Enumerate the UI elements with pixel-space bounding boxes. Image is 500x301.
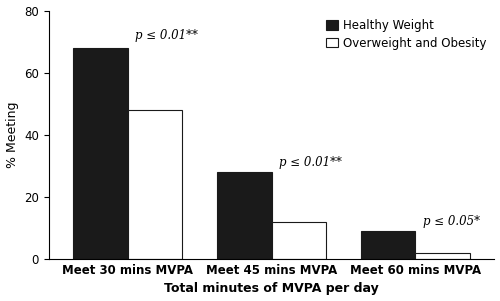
Bar [416, 253, 470, 259]
Text: p ≤ 0.01**: p ≤ 0.01** [279, 156, 342, 169]
Y-axis label: % Meeting: % Meeting [6, 101, 18, 168]
Bar [360, 231, 416, 259]
X-axis label: Total minutes of MVPA per day: Total minutes of MVPA per day [164, 282, 379, 296]
Bar [272, 222, 326, 259]
Bar [217, 172, 272, 259]
Bar [73, 48, 128, 259]
Text: p ≤ 0.05*: p ≤ 0.05* [422, 215, 480, 228]
Legend: Healthy Weight, Overweight and Obesity: Healthy Weight, Overweight and Obesity [324, 17, 488, 52]
Text: p ≤ 0.01**: p ≤ 0.01** [135, 29, 198, 42]
Bar [128, 110, 182, 259]
